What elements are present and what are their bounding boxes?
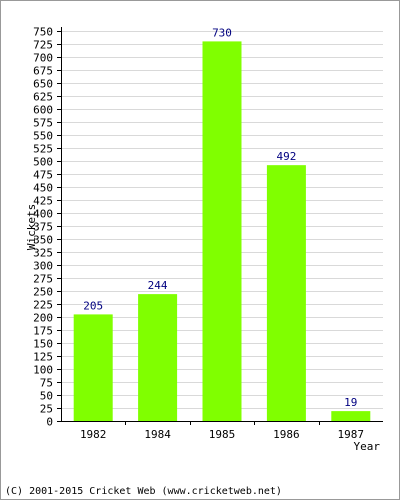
y-tick-label: 500	[33, 156, 53, 169]
data-label: 205	[83, 299, 103, 312]
y-tick-label: 575	[33, 117, 53, 130]
y-tick-label: 450	[33, 182, 53, 195]
y-tick-label: 125	[33, 351, 53, 364]
y-tick-label: 625	[33, 91, 53, 104]
bar-1987	[331, 411, 371, 421]
y-tick-label: 425	[33, 195, 53, 208]
x-tick-label: 1985	[209, 428, 236, 441]
y-tick-label: 650	[33, 78, 53, 91]
x-tick-label: 1986	[273, 428, 300, 441]
x-axis-title: Year	[354, 440, 381, 453]
y-tick-label: 75	[40, 377, 53, 390]
y-tick-label: 225	[33, 299, 53, 312]
data-label: 19	[344, 396, 357, 409]
y-tick-label: 600	[33, 104, 53, 117]
y-tick-label: 25	[40, 403, 53, 416]
y-tick-label: 300	[33, 260, 53, 273]
bar-1986	[266, 165, 306, 421]
y-tick-label: 750	[33, 26, 53, 39]
y-tick-label: 0	[46, 416, 53, 429]
y-tick-label: 700	[33, 52, 53, 65]
y-tick-label: 375	[33, 221, 53, 234]
y-axis-title: Wickets	[25, 204, 38, 250]
data-label: 730	[212, 26, 232, 39]
y-tick-label: 200	[33, 312, 53, 325]
copyright-footer: (C) 2001-2015 Cricket Web (www.cricketwe…	[5, 486, 282, 497]
data-labels: 205 244 730 492 19	[83, 26, 357, 409]
x-tick-labels: 1982 1984 1985 1986 1987	[80, 428, 364, 441]
axes	[57, 27, 383, 425]
data-label: 244	[148, 279, 168, 292]
y-tick-label: 100	[33, 364, 53, 377]
y-tick-label: 175	[33, 325, 53, 338]
y-tick-label: 725	[33, 39, 53, 52]
bars	[73, 41, 371, 422]
x-tick-label: 1984	[144, 428, 171, 441]
y-tick-label: 250	[33, 286, 53, 299]
y-tick-label: 475	[33, 169, 53, 182]
y-tick-labels: 0255075100125150175200225250275300325350…	[33, 26, 53, 429]
bar-1984	[138, 294, 178, 421]
bar-1985	[202, 41, 242, 422]
y-tick-label: 325	[33, 247, 53, 260]
y-tick-label: 525	[33, 143, 53, 156]
x-tick-label: 1987	[338, 428, 365, 441]
y-tick-label: 150	[33, 338, 53, 351]
data-label: 492	[276, 150, 296, 163]
y-tick-label: 400	[33, 208, 53, 221]
y-tick-label: 550	[33, 130, 53, 143]
y-tick-label: 675	[33, 65, 53, 78]
y-tick-label: 50	[40, 390, 53, 403]
y-tick-label: 350	[33, 234, 53, 247]
x-tick-label: 1982	[80, 428, 107, 441]
bar-1982	[73, 314, 113, 421]
y-tick-label: 275	[33, 273, 53, 286]
